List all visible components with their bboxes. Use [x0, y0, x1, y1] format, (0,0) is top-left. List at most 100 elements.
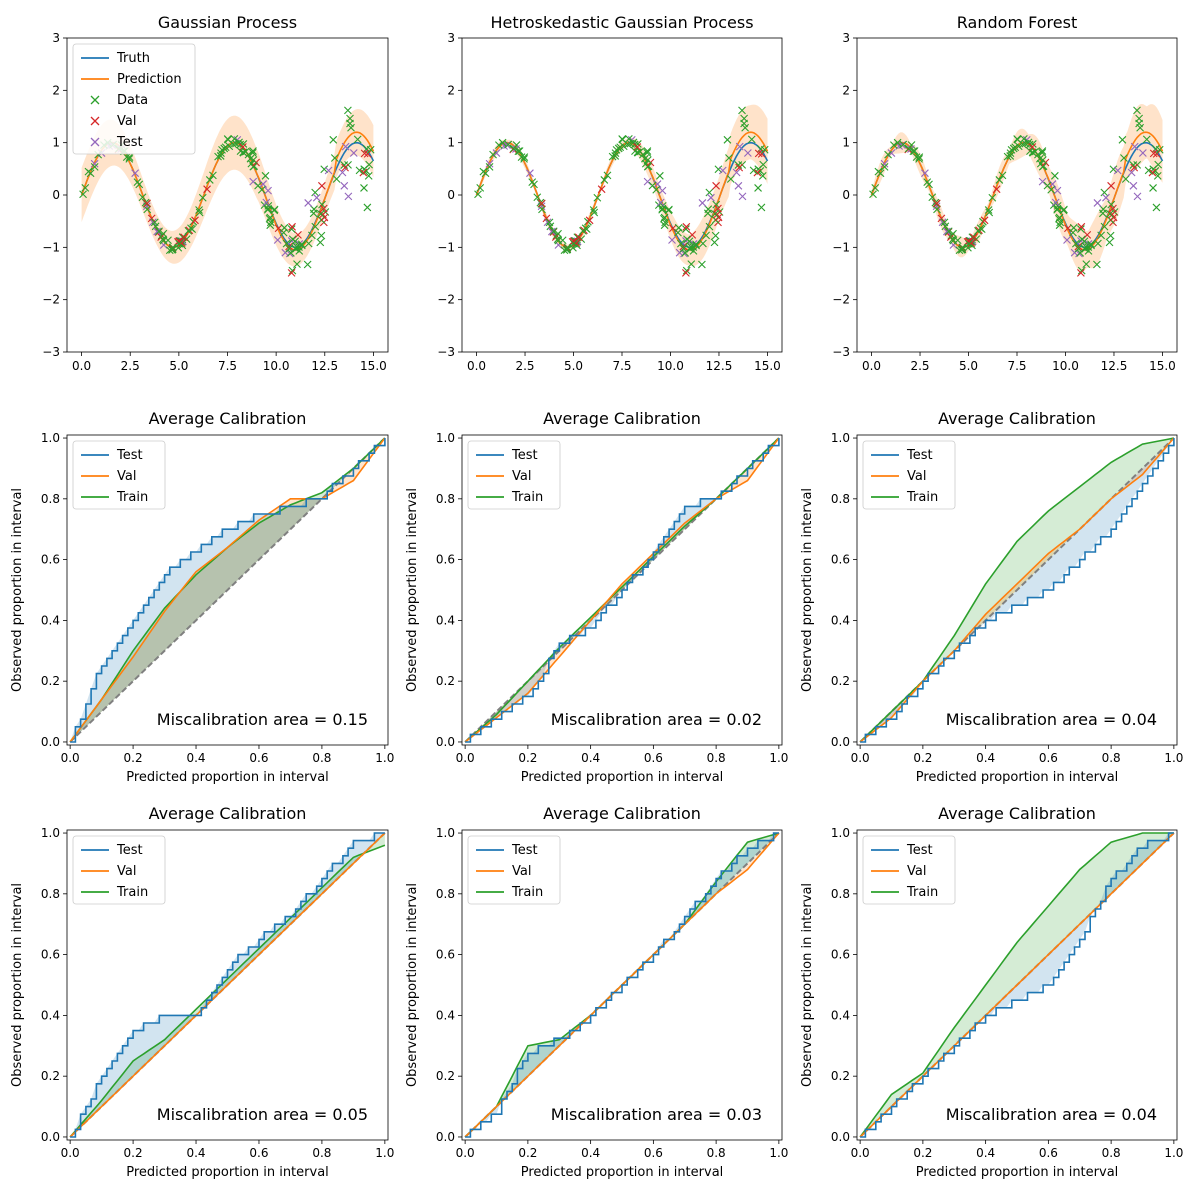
test-point [90, 159, 99, 168]
val-point [681, 268, 690, 277]
val-point [735, 163, 744, 172]
data-point [714, 165, 723, 174]
x-tick-label: 0.8 [707, 1146, 726, 1160]
data-point [1155, 145, 1164, 154]
axes-frame [66, 434, 389, 746]
data-point [135, 180, 144, 189]
data-point [643, 156, 652, 164]
x-tick-label: 0.2 [518, 751, 537, 765]
y-tick-label: 1.0 [41, 826, 60, 840]
data-point [692, 241, 701, 250]
miscalibration-annotation: Miscalibration area = 0.05 [157, 1105, 368, 1124]
data-point [899, 140, 908, 149]
y-axis-label: Observed proportion in interval [10, 488, 25, 692]
data-point [1135, 114, 1144, 123]
data-point [699, 239, 707, 248]
y-tick-label: 0.2 [41, 1069, 60, 1083]
data-point [1060, 205, 1068, 214]
legend-label: Train [906, 490, 938, 505]
val-point [1130, 163, 1139, 172]
legend-box [72, 835, 166, 905]
data-point [533, 193, 542, 202]
y-axis-label: Observed proportion in interval [800, 883, 815, 1087]
legend-label: Test [906, 843, 933, 858]
data-point [332, 175, 341, 183]
series-train [859, 437, 1175, 743]
y-tick-label: 0.0 [831, 1130, 850, 1144]
val-point [753, 168, 762, 177]
data-point [330, 154, 339, 162]
data-point [1047, 185, 1056, 194]
data-point [504, 140, 513, 149]
data-point [309, 209, 318, 218]
val-point [143, 199, 151, 208]
test-point [735, 142, 744, 151]
val-point [1148, 168, 1157, 177]
x-tick-label: 0.2 [518, 1146, 537, 1160]
series-test [465, 832, 779, 1138]
x-tick-label: 0.4 [976, 751, 995, 765]
test-point [338, 168, 347, 177]
y-tick-label: 3 [447, 31, 455, 45]
data-point [308, 231, 316, 240]
y-tick-label: 0.6 [831, 553, 850, 567]
test-point [1053, 186, 1062, 195]
calibration-panel-4: Average Calibration 0.00.0 0.2 0.2 0.4 0.4 0.6… [10, 804, 394, 1180]
data-point [329, 135, 338, 144]
data-point [995, 176, 1004, 184]
data-point [964, 239, 973, 248]
data-point [287, 225, 296, 233]
data-point [286, 249, 295, 257]
series-test [860, 438, 1175, 743]
y-tick-label: 1 [842, 136, 850, 150]
data-point [593, 193, 602, 202]
calibration-panel-1: Average Calibration 0.00.0 0.2 0.2 0.4 0.4 0.6… [10, 409, 394, 785]
y-tick-label: 2 [447, 83, 455, 97]
legend: Test Val Train [467, 835, 561, 905]
data-point [318, 200, 326, 209]
x-tick-label: 0.2 [913, 1146, 932, 1160]
legend-label: Train [511, 490, 543, 505]
y-tick-label: 0.4 [831, 1008, 850, 1022]
data-point [187, 224, 195, 233]
test-point [1138, 149, 1147, 157]
data-point [1050, 171, 1059, 180]
data-point [747, 135, 756, 144]
legend-label: Train [116, 490, 148, 505]
x-tick-label: 0.6 [1039, 751, 1058, 765]
calibration-panel-3: Average Calibration 0.00.0 0.2 0.2 0.4 0.4 0.6… [800, 409, 1183, 785]
x-tick-label: 10.0 [657, 359, 684, 373]
test-point [1130, 142, 1139, 151]
data-point [316, 238, 325, 247]
legend-label: Train [906, 885, 938, 900]
axes-frame [461, 37, 783, 353]
data-point [1077, 225, 1085, 233]
y-tick-label: 1.0 [436, 826, 455, 840]
data-point [915, 154, 923, 163]
data-point [257, 185, 266, 194]
series-test [70, 438, 386, 743]
data-point [958, 245, 967, 254]
miscalibration-annotation: Miscalibration area = 0.02 [551, 710, 762, 729]
test-point [349, 149, 358, 157]
data-point [949, 229, 957, 238]
data-point [360, 184, 368, 192]
data-point [910, 147, 919, 155]
legend-box [862, 440, 956, 510]
data-point [679, 244, 688, 253]
data-point [676, 239, 685, 248]
panel-title: Average Calibration [149, 409, 307, 428]
data-point [687, 242, 695, 251]
data-point [1100, 222, 1109, 231]
axes-frame [856, 829, 1178, 1141]
y-tick-label: −3 [437, 345, 455, 359]
x-tick-label: 0.0 [467, 359, 486, 373]
data-point [205, 176, 214, 184]
data-point [760, 145, 769, 154]
data-point [874, 167, 883, 176]
legend-label: Val [117, 114, 136, 129]
x-tick-label: 0.4 [581, 751, 600, 765]
x-tick-label: 1.0 [769, 1146, 788, 1160]
x-tick-label: 5.0 [959, 359, 978, 373]
